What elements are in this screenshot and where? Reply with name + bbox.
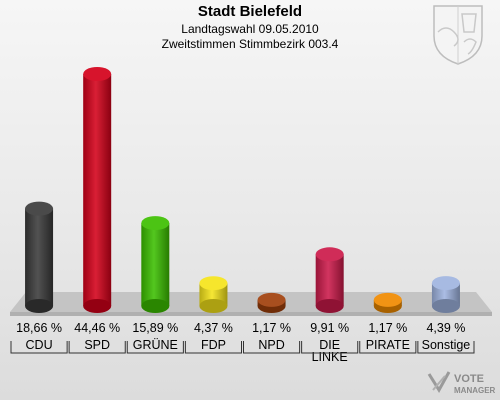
category-bracket-spd [68,341,126,354]
category-bracket-cdu [10,341,68,354]
value-label-fdp: 4,37 % [194,321,233,335]
bar-spd [83,67,112,313]
value-label-die-linke: 9,91 % [310,321,349,335]
bar-pirate [373,292,402,313]
value-label-pirate: 1,17 % [368,321,407,335]
category-bracket-sonstige [417,341,475,354]
value-label-sonstige: 4,39 % [426,321,465,335]
bar-npd [257,292,286,313]
category-label-npd: NPD [258,338,284,352]
watermark-line2: MANAGER [454,386,496,395]
value-label-gr-ne: 15,89 % [132,321,178,335]
category-label-pirate: PIRATE [366,338,410,352]
value-label-spd: 44,46 % [74,321,120,335]
bar-gr-ne [141,216,170,313]
category-bracket-fdp [184,341,242,354]
value-label-npd: 1,17 % [252,321,291,335]
category-bracket-pirate [359,341,417,354]
bar-die-linke [315,247,344,313]
bar-cdu [25,201,54,313]
category-label-spd: SPD [84,338,110,352]
category-label-sonstige: Sonstige [422,338,471,352]
value-label-cdu: 18,66 % [16,321,62,335]
category-label-die-linke: DIE LINKE [312,338,348,364]
chart-subtitle-district: Zweitstimmen Stimmbezirk 003.4 [161,37,339,51]
category-label-gr-ne: GRÜNE [133,338,178,352]
category-bracket-npd [243,341,301,354]
chart-title: Stadt Bielefeld [197,3,303,20]
bar-sonstige [431,276,460,313]
watermark-line1: VOTE [454,373,484,385]
chart-subtitle-election: Landtagswahl 09.05.2010 [181,22,319,36]
category-bracket-die-linke [301,341,359,354]
coat-of-arms-icon [433,5,483,65]
chart-floor-edge [10,312,492,316]
category-label-cdu: CDU [26,338,53,352]
vote-manager-logo: VOTE MANAGER [427,371,496,395]
chart-floor [10,292,492,312]
category-label-fdp: FDP [201,338,226,352]
category-bracket-gr-ne [126,341,184,354]
bar-fdp [199,276,228,313]
